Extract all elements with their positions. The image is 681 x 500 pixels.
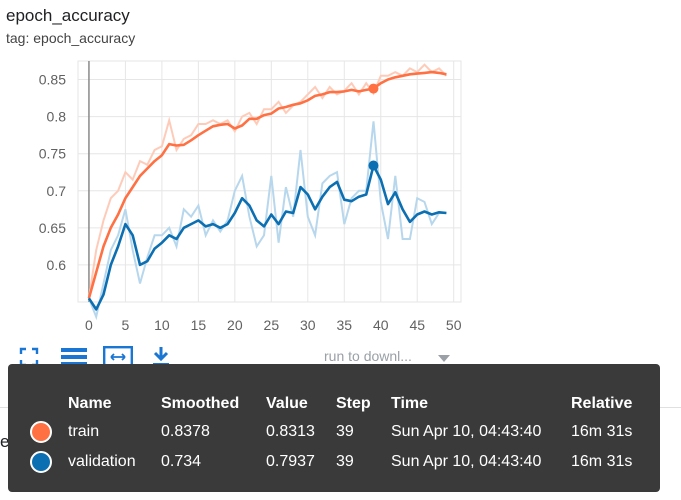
tooltip-cell-name: validation	[68, 453, 136, 470]
plot-frame	[77, 60, 462, 303]
x-tick-label: 45	[409, 317, 425, 333]
tooltip-header-step: Step	[336, 394, 371, 412]
tooltip-row-validation: validation 0.734 0.7937 39 Sun Apr 10, 0…	[30, 447, 640, 477]
validation-raw-line	[87, 121, 447, 321]
tooltip-row-train: train 0.8378 0.8313 39 Sun Apr 10, 04:43…	[30, 417, 640, 447]
tooltip-header-dot	[30, 390, 68, 417]
tooltip-cell-name: train	[68, 423, 100, 440]
tooltip-cell-value: 0.7937	[266, 453, 315, 470]
x-tick-label: 35	[336, 317, 352, 333]
x-tick-label: 20	[227, 317, 243, 333]
train-raw-line	[87, 63, 448, 299]
validation-smoothed-line	[87, 164, 447, 311]
chart-series	[87, 63, 448, 321]
tooltip-cell-time: Sun Apr 10, 04:43:40	[391, 453, 542, 470]
tooltip-cell-smoothed: 0.734	[161, 453, 202, 470]
y-tick-label: 0.6	[47, 257, 67, 273]
tooltip-cell-step: 39	[336, 453, 354, 470]
y-tick-label: 0.8	[47, 109, 67, 125]
fullscreen-icon[interactable]	[18, 346, 40, 368]
chart-tag: tag: epoch_accuracy	[6, 30, 136, 46]
tooltip-cell-relative: 16m 31s	[571, 423, 633, 440]
tooltip-header-smoothed: Smoothed	[161, 394, 240, 412]
chart-tooltip: Name Smoothed Value Step Time Relative t…	[8, 364, 660, 492]
chart-axes: 0 5 10 15 20 25 30 35 40 45 50 0.6 0.65 0.7 0.75 0.8 0.8…	[39, 61, 462, 333]
tooltip-header-time: Time	[391, 394, 429, 412]
x-tick-label: 30	[300, 317, 316, 333]
validation-color-dot	[30, 451, 52, 473]
tooltip-header-row: Name Smoothed Value Step Time Relative	[30, 390, 640, 417]
tooltip-cell-time: Sun Apr 10, 04:43:40	[391, 423, 542, 440]
chart-card-title: epoch_accuracy	[6, 6, 130, 25]
x-tick-label: 40	[373, 317, 389, 333]
tooltip-cell-smoothed: 0.8378	[161, 423, 210, 440]
x-tick-label: 50	[446, 317, 462, 333]
tooltip-cell-value: 0.8313	[266, 423, 315, 440]
y-tick-label: 0.7	[47, 183, 67, 199]
x-tick-label: 15	[191, 317, 207, 333]
x-tick-label: 10	[154, 317, 170, 333]
tooltip-header-relative: Relative	[571, 394, 633, 412]
y-tick-label: 0.85	[39, 72, 66, 88]
run-select-label: run to downl...	[324, 348, 412, 364]
chevron-down-icon	[438, 355, 450, 362]
tooltip-header-name: Name	[68, 394, 112, 412]
train-smoothed-line	[87, 70, 447, 299]
y-tick-label: 0.75	[39, 146, 66, 162]
y-tick-label: 0.65	[39, 220, 66, 236]
tooltip-header-value: Value	[266, 394, 308, 412]
x-tick-label: 0	[85, 317, 93, 333]
x-tick-label: 25	[264, 317, 280, 333]
tooltip-cell-step: 39	[336, 423, 354, 440]
train-highlight-point	[368, 83, 379, 94]
x-tick-label: 5	[122, 317, 130, 333]
validation-highlight-point	[368, 160, 379, 171]
train-color-dot	[30, 421, 52, 443]
tooltip-table: Name Smoothed Value Step Time Relative t…	[30, 390, 640, 477]
tooltip-cell-relative: 16m 31s	[571, 453, 633, 470]
accuracy-line-chart[interactable]: 0 5 10 15 20 25 30 35 40 45 50 0.6 0.65 0.7 0.75 0.8 0.8…	[0, 50, 681, 342]
